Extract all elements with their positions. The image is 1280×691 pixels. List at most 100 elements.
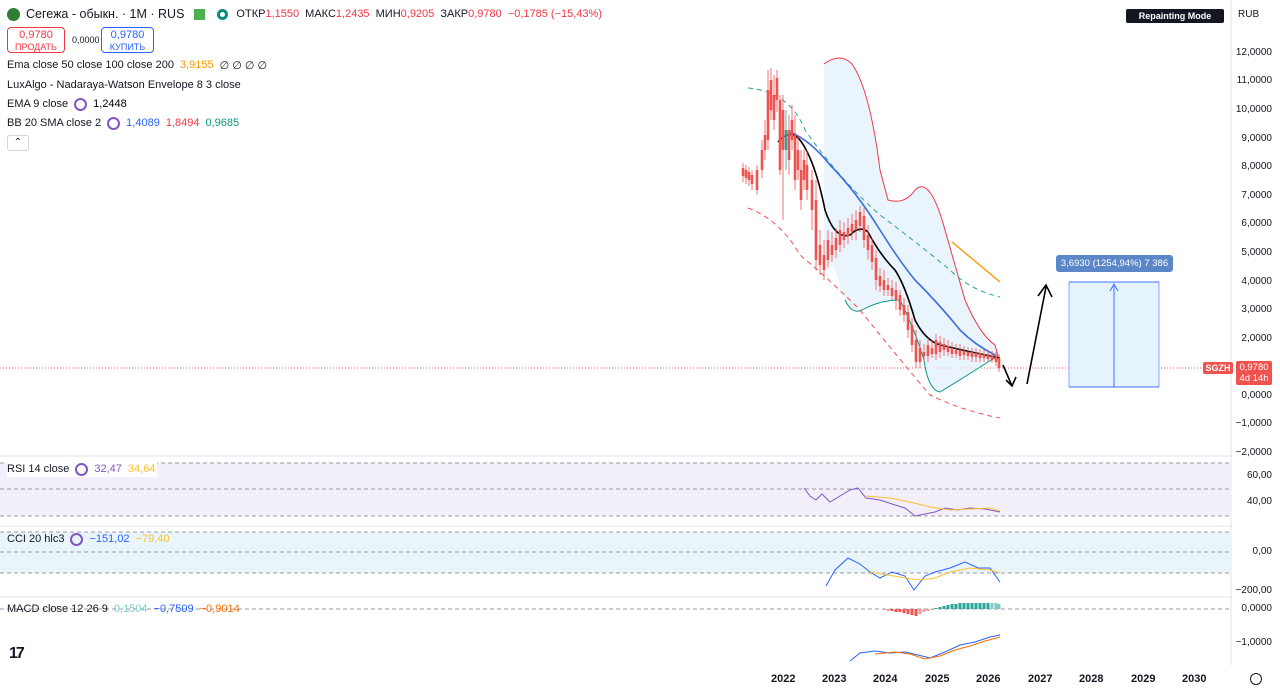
macd-histogram-bar bbox=[882, 609, 886, 610]
price-axis-label: 10,0000 bbox=[1235, 104, 1272, 115]
last-price-tag: 0,9780 4d 14h bbox=[1236, 361, 1272, 385]
macd-histogram-bar bbox=[962, 603, 966, 609]
legend-ema9[interactable]: EMA 9 close 1,2448 bbox=[7, 96, 127, 112]
candle-body bbox=[974, 353, 978, 357]
candle-body bbox=[862, 216, 866, 240]
macd-histogram-bar bbox=[918, 609, 922, 614]
candle-body bbox=[822, 255, 826, 270]
macd-histogram-bar bbox=[922, 609, 926, 612]
candle-body bbox=[978, 353, 982, 358]
price-axis-label: 8,0000 bbox=[1241, 161, 1272, 172]
buy-button[interactable]: 0,9780 КУПИТЬ bbox=[101, 27, 154, 53]
settings-icon[interactable] bbox=[70, 532, 84, 546]
macd-histogram-bar bbox=[898, 609, 902, 612]
drawn-up-arrow bbox=[1026, 286, 1047, 385]
settings-icon[interactable] bbox=[107, 116, 121, 130]
candle-body bbox=[874, 258, 878, 280]
change-value: −0,1785 (−15,43%) bbox=[507, 8, 602, 20]
symbol-title[interactable]: Сегежа - обыкн. · 1M · RUS bbox=[26, 7, 185, 21]
legend-luxalgo[interactable]: LuxAlgo - Nadaraya-Watson Envelope 8 3 c… bbox=[7, 77, 241, 93]
sell-label: ПРОДАТЬ bbox=[15, 42, 57, 52]
macd-histogram-bar bbox=[926, 609, 930, 611]
orange-trendline bbox=[951, 241, 1001, 283]
ticker-tag: SGZH bbox=[1203, 362, 1233, 374]
legend-macd-signal: −0,9014 bbox=[199, 603, 240, 615]
settings-icon[interactable] bbox=[74, 97, 88, 111]
macd-histogram-bar bbox=[890, 609, 894, 611]
candle-body bbox=[846, 228, 850, 236]
bb-cloud bbox=[824, 58, 998, 392]
candle-body bbox=[826, 240, 830, 260]
cci-line bbox=[825, 557, 1001, 591]
candle-body bbox=[966, 352, 970, 356]
candle-body bbox=[772, 95, 776, 120]
legend-luxalgo-label: LuxAlgo - Nadaraya-Watson Envelope 8 3 c… bbox=[7, 79, 241, 91]
candle-body bbox=[962, 351, 966, 355]
price-axis-label: 4,0000 bbox=[1241, 276, 1272, 287]
sell-button[interactable]: 0,9780 ПРОДАТЬ bbox=[7, 27, 65, 53]
macd-histogram-bar bbox=[938, 607, 942, 609]
candle-body bbox=[747, 172, 751, 180]
legend-cci-value: −151,02 bbox=[89, 533, 130, 545]
candle-body bbox=[784, 130, 788, 150]
candle-body bbox=[814, 200, 818, 260]
last-price-value: 0,9780 bbox=[1239, 362, 1269, 373]
exchange-logo-icon bbox=[7, 7, 20, 21]
legend-ema9-value: 1,2448 bbox=[93, 98, 127, 110]
macd-histogram-bar bbox=[954, 604, 958, 609]
year-label: 2028 bbox=[1079, 673, 1104, 685]
candle-body bbox=[838, 230, 842, 245]
collapse-legend-button[interactable]: ⌃ bbox=[7, 135, 29, 151]
legend-cci-ma-value: −79,40 bbox=[135, 533, 170, 545]
candle-body bbox=[934, 340, 938, 354]
nw-upper-band bbox=[747, 87, 1001, 298]
low-value: 0,9205 bbox=[400, 8, 435, 20]
legend-rsi-value: 32,47 bbox=[94, 463, 122, 475]
price-axis-label: 6,0000 bbox=[1241, 218, 1272, 229]
macd-histogram-bar bbox=[958, 603, 962, 609]
macd-histogram-bar bbox=[994, 603, 998, 609]
year-label: 2025 bbox=[925, 673, 950, 685]
macd-histogram-bar bbox=[914, 609, 918, 616]
open-label: ОТКР bbox=[236, 8, 266, 20]
tradingview-logo-icon[interactable]: 17 bbox=[9, 645, 25, 662]
legend-ema9-label: EMA 9 close bbox=[7, 98, 69, 110]
candle-body bbox=[922, 352, 926, 356]
macd-histogram-bar bbox=[886, 609, 890, 611]
settings-icon[interactable] bbox=[75, 462, 89, 476]
ohlc-readout: ОТКР1,1550 МАКС1,2435 МИН0,9205 ЗАКР0,97… bbox=[236, 8, 602, 20]
legend-cci[interactable]: CCI 20 hlc3 −151,02 −79,40 bbox=[7, 531, 170, 547]
macd-histogram-bar bbox=[950, 604, 954, 609]
candle-body bbox=[787, 130, 791, 160]
candle-body bbox=[914, 340, 918, 362]
market-open-dot-icon bbox=[217, 8, 229, 20]
candle-body bbox=[890, 288, 894, 296]
legend-bb[interactable]: BB 20 SMA close 2 1,4089 1,8494 0,9685 bbox=[7, 115, 239, 131]
candle-body bbox=[781, 110, 785, 150]
legend-macd[interactable]: MACD close 12 26 9 0,1504 −0,7509 −0,901… bbox=[7, 601, 240, 617]
macd-histogram-bar bbox=[974, 603, 978, 609]
bb-lower-line bbox=[844, 299, 999, 393]
legend-cci-label: CCI 20 hlc3 bbox=[7, 533, 65, 545]
legend-macd-label: MACD close 12 26 9 bbox=[7, 603, 108, 615]
legend-rsi[interactable]: RSI 14 close 32,47 34,64 bbox=[7, 461, 158, 477]
macd-histogram-bar bbox=[982, 603, 986, 609]
buy-label: КУПИТЬ bbox=[109, 42, 146, 52]
candle-body bbox=[858, 212, 862, 226]
legend-rsi-ma-value: 34,64 bbox=[127, 463, 156, 475]
candle-body bbox=[930, 348, 934, 354]
candle-body bbox=[796, 150, 800, 170]
currency-selector[interactable]: RUB bbox=[1238, 9, 1260, 20]
cci-axis-0: 0,00 bbox=[1252, 546, 1272, 557]
close-label: ЗАКР bbox=[440, 8, 469, 20]
legend-ema-multi[interactable]: Ema close 50 close 100 close 200 3,9155 … bbox=[7, 57, 267, 73]
cci-axis-minus200: −200,00 bbox=[1235, 585, 1272, 596]
legend-ema-multi-value: 3,9155 bbox=[179, 59, 214, 71]
macd-histogram-bar bbox=[978, 603, 982, 609]
price-axis-label: 11,0000 bbox=[1236, 75, 1272, 86]
bar-countdown: 4d 14h bbox=[1239, 373, 1269, 384]
chart-settings-icon[interactable] bbox=[1250, 673, 1262, 685]
candle-body bbox=[769, 80, 773, 110]
candle-body bbox=[854, 220, 858, 230]
